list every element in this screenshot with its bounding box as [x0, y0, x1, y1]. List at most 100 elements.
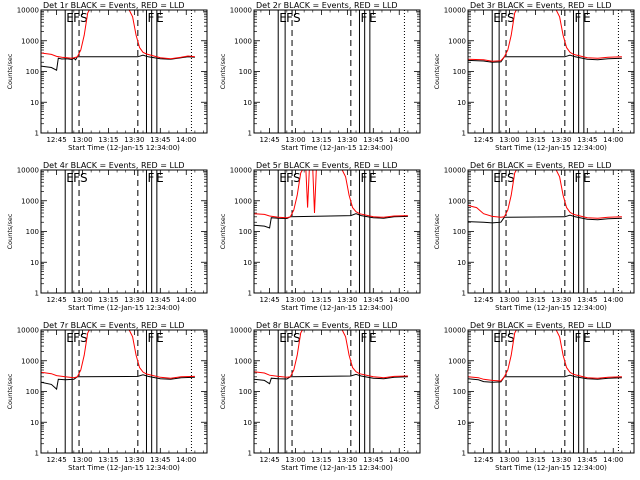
flag-label: E	[156, 171, 164, 185]
x-tick-label: 14:00	[603, 136, 623, 144]
y-tick-label: 1	[35, 130, 39, 138]
x-tick-label: 14:00	[603, 456, 623, 464]
y-tick-label: 100	[452, 388, 465, 396]
x-tick-label: 13:00	[72, 136, 92, 144]
y-tick-label: 10000	[17, 167, 39, 175]
x-tick-label: 13:15	[525, 136, 545, 144]
x-axis-label: Start Time (12-Jan-15 12:34:00)	[495, 464, 607, 472]
flag-label: E	[583, 331, 591, 345]
x-tick-label: 13:30	[338, 136, 358, 144]
y-axis-label: Counts/sec	[219, 53, 227, 89]
chart-title: Det 3r BLACK = Events, RED = LLD	[470, 1, 612, 10]
flag-label: E	[280, 331, 288, 345]
y-tick-label: 1	[35, 290, 39, 298]
x-tick-label: 13:00	[72, 456, 92, 464]
y-tick-label: 10000	[230, 7, 252, 15]
plot-frame	[467, 9, 635, 134]
x-axis-label: Start Time (12-Jan-15 12:34:00)	[281, 144, 393, 152]
y-tick-label: 1	[248, 290, 252, 298]
flag-label: F	[73, 11, 80, 25]
x-tick-label: 13:30	[124, 136, 144, 144]
panel-det-5: Det 5r BLACK = Events, RED = LLD 1 10 100 10…	[213, 160, 426, 320]
x-tick-label: 13:00	[499, 456, 519, 464]
events-series-line	[254, 373, 409, 385]
events-series-line	[254, 213, 409, 229]
x-tick-label: 13:30	[551, 456, 571, 464]
y-tick-label: 100	[452, 68, 465, 76]
y-tick-label: 100	[452, 228, 465, 236]
x-tick-label: 13:00	[72, 296, 92, 304]
lld-series-line	[467, 10, 622, 62]
x-tick-label: 14:00	[176, 136, 196, 144]
y-axis-label: Counts/sec	[433, 373, 441, 409]
plot-frame	[467, 329, 635, 454]
lld-series-line	[467, 330, 622, 382]
x-tick-label: 12:45	[260, 136, 280, 144]
flag-label: F	[147, 11, 154, 25]
flag-label: E	[369, 171, 377, 185]
panel-det-6: Det 6r BLACK = Events, RED = LLD 1 10 100 10…	[427, 160, 640, 320]
flag-label: E	[369, 331, 377, 345]
plot-frame	[40, 9, 208, 134]
flag-label: S	[80, 171, 88, 185]
flag-label: F	[361, 331, 368, 345]
y-tick-label: 10000	[17, 7, 39, 15]
flag-label: E	[493, 171, 501, 185]
x-tick-label: 14:00	[176, 456, 196, 464]
x-tick-label: 12:45	[46, 456, 66, 464]
x-tick-label: 14:00	[389, 456, 409, 464]
y-axis-label: Counts/sec	[219, 373, 227, 409]
x-tick-label: 12:45	[46, 296, 66, 304]
flag-label: E	[280, 171, 288, 185]
x-tick-label: 13:30	[551, 136, 571, 144]
x-tick-label: 13:15	[312, 136, 332, 144]
y-axis-label: Counts/sec	[219, 213, 227, 249]
chart-svg: Det 4r BLACK = Events, RED = LLD 1 10 100 10…	[6, 161, 208, 312]
x-tick-label: 13:00	[499, 296, 519, 304]
chart-title: Det 9r BLACK = Events, RED = LLD	[470, 321, 612, 330]
x-tick-label: 13:15	[525, 296, 545, 304]
x-tick-label: 13:30	[124, 296, 144, 304]
x-axis-label: Start Time (12-Jan-15 12:34:00)	[68, 464, 180, 472]
plot-frame	[40, 169, 208, 294]
x-tick-label: 13:45	[364, 136, 384, 144]
flag-label: S	[507, 11, 515, 25]
x-tick-label: 12:45	[473, 136, 493, 144]
x-tick-label: 13:45	[364, 296, 384, 304]
y-tick-label: 10	[243, 259, 252, 267]
flag-label: S	[293, 11, 301, 25]
x-tick-label: 13:45	[577, 136, 597, 144]
chart-svg: Det 5r BLACK = Events, RED = LLD 1 10 100 10…	[219, 161, 421, 312]
flag-label: E	[66, 11, 74, 25]
panel-det-4: Det 4r BLACK = Events, RED = LLD 1 10 100 10…	[0, 160, 213, 320]
flag-label: E	[156, 331, 164, 345]
y-axis-label: Counts/sec	[6, 213, 14, 249]
flag-label: E	[66, 331, 74, 345]
flag-label: F	[361, 171, 368, 185]
chart-svg: Det 9r BLACK = Events, RED = LLD 1 10 100 10…	[433, 321, 635, 472]
y-tick-label: 1	[248, 130, 252, 138]
events-series-line	[41, 54, 195, 71]
x-tick-label: 14:00	[176, 296, 196, 304]
x-tick-label: 13:30	[124, 456, 144, 464]
x-tick-label: 13:00	[499, 136, 519, 144]
y-tick-label: 100	[239, 68, 252, 76]
x-tick-label: 13:45	[364, 456, 384, 464]
x-tick-label: 13:45	[150, 136, 170, 144]
x-tick-label: 12:45	[473, 456, 493, 464]
y-axis-label: Counts/sec	[433, 213, 441, 249]
x-tick-label: 13:15	[525, 456, 545, 464]
panel-det-9: Det 9r BLACK = Events, RED = LLD 1 10 100 10…	[427, 320, 640, 480]
x-tick-label: 13:15	[98, 136, 118, 144]
x-tick-label: 13:30	[551, 296, 571, 304]
x-tick-label: 14:00	[603, 296, 623, 304]
panel-det-1: Det 1r BLACK = Events, RED = LLD 1 10 100 10…	[0, 0, 213, 160]
x-axis-label: Start Time (12-Jan-15 12:34:00)	[281, 304, 393, 312]
x-tick-label: 14:00	[389, 136, 409, 144]
y-tick-label: 1	[461, 130, 465, 138]
panel-det-3: Det 3r BLACK = Events, RED = LLD 1 10 100 10…	[427, 0, 640, 160]
y-tick-label: 10000	[443, 167, 465, 175]
x-tick-label: 14:00	[389, 296, 409, 304]
chart-svg: Det 7r BLACK = Events, RED = LLD 1 10 100 10…	[6, 321, 208, 472]
y-axis-label: Counts/sec	[6, 373, 14, 409]
